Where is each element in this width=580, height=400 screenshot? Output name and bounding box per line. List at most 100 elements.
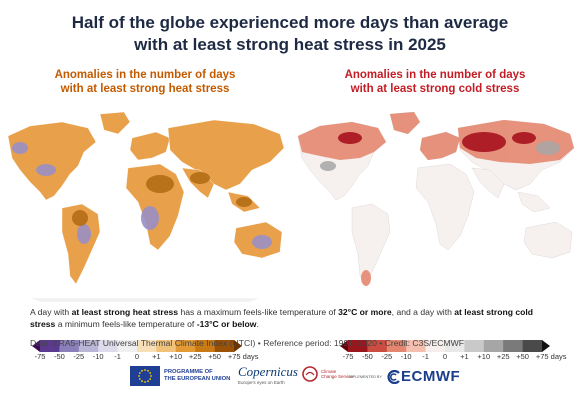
caption-text-1: A day with: [30, 307, 72, 317]
c3s-logo[interactable]: Climate Change Service: [302, 366, 361, 382]
caption-text-5: .: [256, 318, 259, 329]
copernicus-logo[interactable]: Copernicus Europe's eyes on Earth: [238, 364, 298, 385]
heat-negative-patches: [12, 142, 272, 249]
south-america-shape: [61, 203, 101, 285]
ecmwf-prefix: IMPLEMENTED BY: [348, 374, 382, 379]
heat-colorbar-tick-label: +50: [208, 352, 221, 361]
eu-star-icon: [144, 369, 146, 371]
heat-colorbar-segment: [156, 340, 177, 352]
heat-colorbar-tick-label: +10: [169, 352, 183, 361]
heat-colorbar-segment: [137, 340, 157, 352]
heat-stress-panel: Anomalies in the number of days with at …: [0, 68, 290, 361]
heat-colorbar-segment: [32, 340, 40, 352]
eu-star-icon: [138, 378, 141, 380]
eu-star-icon: [138, 372, 141, 374]
heat-colorbar-tick-label: +75 days: [227, 352, 259, 361]
cold-positive-patches: [320, 141, 560, 171]
heat-colorbar-ticks: -75 -50 -25 -10 -1 0 +1 +10 +25 +50 +75 days: [30, 352, 259, 364]
heat-colorbar-tick-label: -10: [92, 352, 104, 361]
southeast-asia-shape: [517, 191, 551, 213]
caption-bold-2: 32°C or more: [338, 307, 392, 317]
eu-logo-text: PROGRAMME OF THE EUROPEAN UNION: [164, 369, 234, 383]
heat-stress-map: [7, 111, 285, 303]
heat-colorbar-segment: [40, 340, 60, 352]
eu-logo-line-1: PROGRAMME OF: [164, 369, 213, 375]
heat-colorbar-tick-label: -25: [73, 352, 85, 361]
cold-colorbar-tick-label: +25: [496, 352, 510, 361]
ecmwf-logo[interactable]: IMPLEMENTED BY ECMWF: [348, 368, 460, 385]
caption-text-4: a minimum feels-like temperature of: [55, 318, 197, 329]
cold-panel-title-line-1: Anomalies in the number of days: [344, 69, 526, 81]
australia-shape: [523, 221, 573, 259]
cold-colorbar-segment: [348, 340, 368, 352]
copernicus-tagline: Europe's eyes on Earth: [238, 380, 285, 385]
eu-logo-line-2: THE EUROPEAN UNION: [164, 376, 231, 382]
caption-bold-3: at least strong cold stress: [30, 307, 534, 329]
heat-colorbar-tick-label: +1: [152, 352, 161, 361]
title-line-1: Half of the globe experienced more days …: [71, 13, 509, 32]
copernicus-wordmark: Copernicus: [238, 364, 298, 379]
north-america-shape: [7, 121, 97, 201]
eu-star-icon: [150, 375, 152, 377]
cold-colorbar-tick-label: +1: [460, 352, 469, 361]
heat-colorbar-segment: [234, 340, 242, 352]
heat-colorbar-segment: [195, 340, 215, 352]
heat-colorbar-segment: [214, 340, 235, 352]
cold-colorbar-tick-label: +75 days: [535, 352, 567, 361]
caption-bold-1: at least strong heat stress: [71, 307, 179, 317]
cold-colorbar-segment: [503, 340, 523, 352]
ecmwf-swirl-icon: [387, 369, 400, 384]
heat-strong-patches: [72, 172, 252, 226]
cold-colorbar-ticks: -75 -50 -25 -10 -1 0 +1 +10 +25 +50 +75 days: [338, 352, 567, 364]
asia-shape: [167, 119, 285, 191]
cold-colorbar-segment: [340, 340, 348, 352]
cold-colorbar-tick-label: 0: [442, 352, 448, 361]
c3s-logo-text: Climate Change Service: [321, 369, 361, 380]
cold-colorbar-tick-label: -25: [381, 352, 393, 361]
cold-colorbar-tick-label: -1: [422, 352, 429, 361]
heat-colorbar-segment: [98, 340, 118, 352]
logo-bar: PROGRAMME OF THE EUROPEAN UNION Copernic…: [0, 360, 580, 396]
eu-star-icon: [141, 369, 143, 372]
caption-text-3: , and a day with: [391, 307, 455, 317]
cold-colorbar: [340, 340, 550, 352]
heat-colorbar-segment: [59, 340, 80, 352]
heat-panel-title: Anomalies in the number of days with at …: [0, 68, 290, 96]
eu-logo[interactable]: PROGRAMME OF THE EUROPEAN UNION: [130, 366, 234, 386]
title-line-2: with at least strong heat stress in 2025: [134, 35, 446, 54]
eu-star-icon: [144, 381, 146, 383]
heat-colorbar-segment: [175, 340, 196, 352]
cold-strong-patches: [338, 132, 536, 152]
c3s-line-1: Climate: [321, 368, 337, 374]
heat-colorbar-tick-label: -75: [34, 352, 46, 361]
eu-star-icon: [141, 380, 143, 383]
cold-colorbar-segment: [406, 340, 426, 352]
cold-colorbar-tick-label: -75: [342, 352, 354, 361]
greenland-shape: [99, 111, 131, 135]
cold-colorbar-segment: [425, 340, 446, 352]
eu-flag-icon: [130, 366, 160, 386]
europe-shape: [129, 131, 171, 161]
eu-star-icon: [149, 372, 152, 374]
ecmwf-wordmark: ECMWF: [401, 368, 461, 385]
caption: A day with at least strong heat stress h…: [30, 307, 558, 330]
cold-stress-map: [297, 111, 575, 286]
eu-star-icon: [147, 369, 149, 372]
data-credit: Data: ERA5-HEAT Universal Thermal Climat…: [30, 338, 464, 348]
cold-colorbar-segment: [386, 340, 407, 352]
cold-colorbar-tick-label: +10: [477, 352, 491, 361]
cold-panel-title-line-2: with at least strong cold stress: [350, 83, 520, 95]
south-asia-shape: [471, 167, 505, 199]
cold-colorbar-segment: [367, 340, 388, 352]
cold-colorbar-tick-label: -10: [400, 352, 412, 361]
south-america-shape: [351, 203, 391, 285]
caption-text-2: has a maximum feels-like temperature of: [178, 307, 339, 317]
heat-colorbar-tick-label: -1: [114, 352, 121, 361]
heat-colorbar: [32, 340, 242, 352]
eu-star-icon: [149, 378, 152, 380]
cold-panel-title: Anomalies in the number of days with at …: [290, 68, 580, 96]
heat-panel-title-line-2: with at least strong heat stress: [60, 83, 230, 95]
heat-colorbar-segment: [78, 340, 99, 352]
cold-stress-panel: Anomalies in the number of days with at …: [290, 68, 580, 361]
heat-panel-title-line-1: Anomalies in the number of days: [54, 69, 236, 81]
